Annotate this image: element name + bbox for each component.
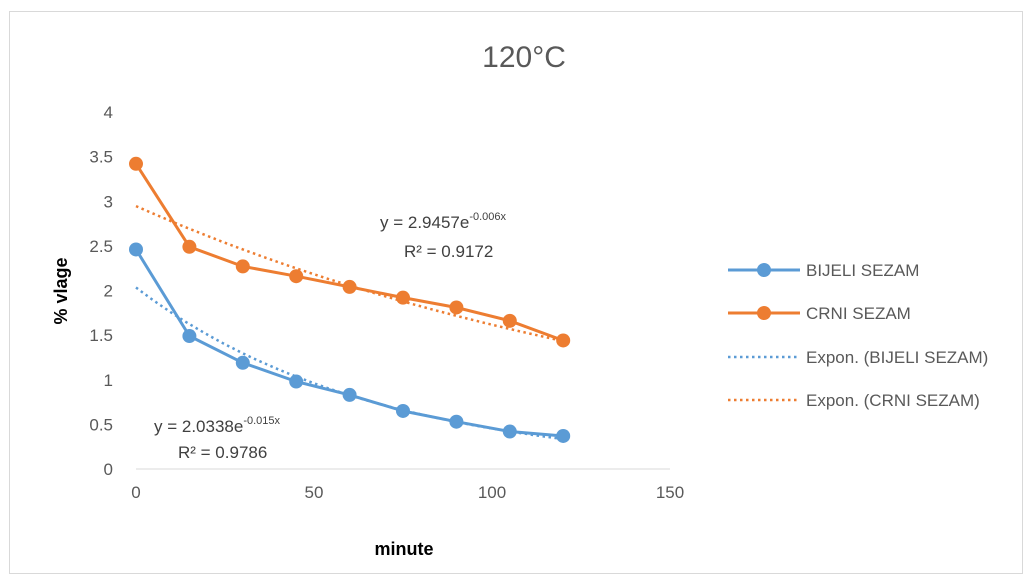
series-line-bijeli xyxy=(134,248,564,438)
data-point-crni xyxy=(289,269,304,284)
trend-equation-bijeli-base: y = 2.0338e xyxy=(154,417,243,436)
trendline-crni xyxy=(135,204,564,343)
y-tick-label: 2.5 xyxy=(89,237,113,256)
legend-label-bijeli: BIJELI SEZAM xyxy=(806,261,919,280)
chart-title: 120°C xyxy=(482,41,566,74)
legend-label-expon-crni: Expon. (CRNI SEZAM) xyxy=(806,391,980,410)
y-tick-label: 3 xyxy=(104,192,113,211)
data-point-bijeli xyxy=(129,242,143,257)
trend-r2-bijeli: R² = 0.9786 xyxy=(178,443,267,462)
x-tick-label: 150 xyxy=(656,483,684,502)
y-tick-label: 0 xyxy=(104,460,113,479)
y-tick-labels: 0 0.5 1 1.5 2 2.5 3 3.5 4 xyxy=(89,103,113,479)
trend-equation-bijeli-exponent: -0.015x xyxy=(243,415,280,427)
data-point-bijeli xyxy=(449,414,464,429)
data-point-crni xyxy=(449,300,464,315)
data-point-crni xyxy=(556,333,571,348)
trend-equation-crni-text: y = 2.9457e-0.006x xyxy=(380,211,507,232)
trendlines xyxy=(135,204,564,441)
x-axis-title: minute xyxy=(374,539,433,559)
legend-label-crni: CRNI SEZAM xyxy=(806,304,911,323)
y-tick-label: 1 xyxy=(104,371,113,390)
data-point-bijeli xyxy=(182,329,197,344)
legend-label-expon-bijeli: Expon. (BIJELI SEZAM) xyxy=(806,348,988,367)
data-point-bijeli xyxy=(342,387,357,402)
legend: BIJELI SEZAM CRNI SEZAM Expon. (BIJELI S… xyxy=(728,261,988,410)
y-tick-label: 0.5 xyxy=(89,415,113,434)
y-tick-label: 2 xyxy=(104,282,113,301)
data-point-crni xyxy=(396,290,410,305)
data-point-bijeli xyxy=(556,428,571,443)
y-axis-title: % vlage xyxy=(51,257,71,324)
data-point-bijeli xyxy=(502,424,517,439)
data-point-crni xyxy=(502,313,517,328)
series-lines xyxy=(129,156,571,443)
x-tick-label: 100 xyxy=(478,483,506,502)
trend-equation-crni-base: y = 2.9457e xyxy=(380,213,469,232)
legend-marker-crni xyxy=(757,306,771,320)
legend-marker-bijeli xyxy=(757,263,771,277)
legend-item-bijeli: BIJELI SEZAM xyxy=(728,261,919,280)
y-tick-label: 3.5 xyxy=(89,148,113,167)
x-tick-labels: 0 50 100 150 xyxy=(131,483,684,502)
series-line-crni xyxy=(134,162,564,342)
data-point-crni xyxy=(342,279,357,294)
data-point-bijeli xyxy=(289,374,304,389)
trend-r2-crni: R² = 0.9172 xyxy=(404,242,493,261)
legend-item-crni: CRNI SEZAM xyxy=(728,304,911,323)
chart: 120°C 0 0.5 1 1.5 2 2.5 3 3.5 4 0 50 100 150 % vlag… xyxy=(51,41,988,559)
data-point-bijeli xyxy=(396,403,410,418)
data-point-crni xyxy=(129,156,143,171)
trend-equation-crni: y = 2.9457e-0.006x R² = 0.9172 xyxy=(380,211,507,261)
trend-equation-bijeli-text: y = 2.0338e-0.015x xyxy=(154,415,281,436)
legend-item-expon-crni: Expon. (CRNI SEZAM) xyxy=(728,391,980,410)
x-tick-label: 50 xyxy=(305,483,324,502)
trend-equation-bijeli: y = 2.0338e-0.015x R² = 0.9786 xyxy=(154,415,281,462)
data-point-bijeli xyxy=(235,355,250,370)
trend-equation-crni-exponent: -0.006x xyxy=(469,211,506,223)
x-tick-label: 0 xyxy=(131,483,140,502)
legend-item-expon-bijeli: Expon. (BIJELI SEZAM) xyxy=(728,348,988,367)
chart-frame: 120°C 0 0.5 1 1.5 2 2.5 3 3.5 4 0 50 100 150 % vlag… xyxy=(9,11,1023,574)
data-point-crni xyxy=(182,239,197,254)
y-tick-label: 4 xyxy=(104,103,113,122)
data-point-crni xyxy=(235,259,250,274)
y-tick-label: 1.5 xyxy=(89,326,113,345)
